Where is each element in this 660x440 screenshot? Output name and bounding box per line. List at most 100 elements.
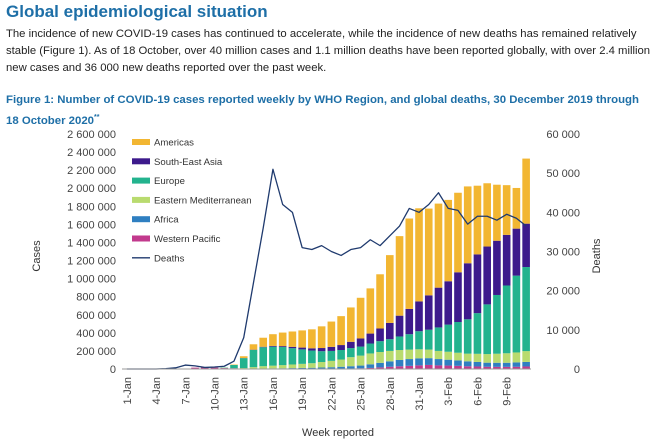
bar-segment <box>337 366 345 369</box>
x-tick-label: 28-Jan <box>385 377 397 411</box>
y-tick-label: 800 000 <box>76 292 116 304</box>
bar-segment <box>522 158 530 224</box>
bar-segment <box>454 272 462 322</box>
y2-tick-label: 60 000 <box>546 129 580 141</box>
legend-label: Africa <box>154 215 179 226</box>
bar-segment <box>356 338 365 347</box>
axes-layer: 0 200 000 400 000 600 000 800 000 1 000 000 1 … <box>67 129 580 411</box>
bar-segment <box>415 365 423 369</box>
bar-segment <box>473 361 482 367</box>
bar-segment <box>522 351 530 362</box>
bar-segment <box>434 350 443 360</box>
bar-segment <box>424 295 433 330</box>
bar-segment <box>288 348 297 365</box>
figure-caption: Figure 1: Number of COVID-19 cases repor… <box>6 92 654 130</box>
bar-segment <box>512 366 521 369</box>
x-tick-label: 1-Jan <box>122 377 134 405</box>
bar-segment <box>502 362 511 367</box>
legend-label: Americas <box>154 138 194 149</box>
intro-paragraph: The incidence of new COVID-19 cases has … <box>6 28 651 74</box>
bar-segment <box>298 367 306 369</box>
bar-segment <box>347 357 355 367</box>
bar-segment <box>347 341 355 349</box>
bar-segment <box>463 319 472 354</box>
bar-segment <box>395 315 404 337</box>
bar-segment <box>405 218 414 309</box>
bar-segment <box>308 329 316 349</box>
bar-segment <box>327 360 336 368</box>
legend-label: South-East Asia <box>154 157 223 168</box>
bar-segment <box>512 362 521 367</box>
bar-segment <box>405 308 414 335</box>
bar-segment <box>347 307 355 342</box>
bar-segment <box>376 367 384 369</box>
legend-label: Eastern Mediterranean <box>154 195 252 206</box>
bar-segment <box>356 355 365 366</box>
legend-swatch <box>132 196 150 203</box>
y-tick-label: 0 <box>110 364 116 376</box>
bar-segment <box>522 267 530 352</box>
bar-segment <box>502 353 511 363</box>
bar-segment <box>444 351 453 360</box>
legend-label: Western Pacific <box>154 234 221 245</box>
bar-segment <box>444 199 453 282</box>
bar-segment <box>395 359 404 367</box>
bars-layer <box>162 158 530 369</box>
bar-segment <box>376 328 384 342</box>
x-tick-label: 19-Jan <box>297 377 309 411</box>
bar-segment <box>463 361 472 367</box>
bar-segment <box>230 365 238 369</box>
bar-segment <box>327 321 336 347</box>
bar-segment <box>483 362 491 367</box>
x-tick-label: 13-Jan <box>239 377 251 411</box>
bar-segment <box>259 366 267 369</box>
bar-segment <box>434 287 443 328</box>
y2-tick-label: 30 000 <box>546 247 580 259</box>
bar-segment <box>288 346 297 349</box>
bar-segment <box>444 281 453 325</box>
bar-segment <box>259 347 267 367</box>
bar-segment <box>463 366 472 369</box>
bar-segment <box>493 353 501 363</box>
y2-tick-label: 10 000 <box>546 325 580 337</box>
bar-segment <box>337 350 345 360</box>
bar-segment <box>278 332 287 347</box>
deaths-line-layer <box>126 168 527 370</box>
bar-segment <box>395 336 404 351</box>
bar-segment <box>308 350 316 364</box>
bar-segment <box>483 246 491 305</box>
bar-segment <box>366 333 375 344</box>
y-tick-label: 1 200 000 <box>67 256 116 268</box>
bar-segment <box>502 366 511 369</box>
bar-segment <box>259 337 267 347</box>
bar-segment <box>337 316 345 346</box>
bar-segment <box>395 366 404 369</box>
x-tick-label: 9-Feb <box>502 377 514 406</box>
bar-segment <box>269 334 277 346</box>
bar-segment <box>424 364 433 369</box>
bar-segment <box>269 345 277 347</box>
bar-segment <box>386 339 394 351</box>
bar-segment <box>288 331 297 347</box>
cases-deaths-chart: 0 200 000 400 000 600 000 800 000 1 000 000 1 … <box>31 129 603 439</box>
bar-segment <box>317 326 326 349</box>
bar-segment <box>483 366 491 369</box>
bar-segment <box>337 359 345 367</box>
bar-segment <box>327 350 336 361</box>
bar-segment <box>415 331 423 350</box>
bar-segment <box>463 263 472 320</box>
bar-segment <box>415 208 423 302</box>
bar-segment <box>308 348 316 351</box>
legend-swatch <box>132 216 150 223</box>
bar-segment <box>386 322 394 340</box>
bar-segment <box>298 363 306 368</box>
page-title: Global epidemiological situation <box>6 2 268 21</box>
x-tick-label: 25-Jan <box>356 377 368 411</box>
bar-segment <box>454 360 462 366</box>
bar-segment <box>415 301 423 332</box>
x-tick-label: 6-Feb <box>472 377 484 406</box>
bar-segment <box>415 358 423 366</box>
bar-segment <box>249 367 258 369</box>
bar-segment <box>269 365 277 369</box>
bar-segment <box>493 294 501 354</box>
